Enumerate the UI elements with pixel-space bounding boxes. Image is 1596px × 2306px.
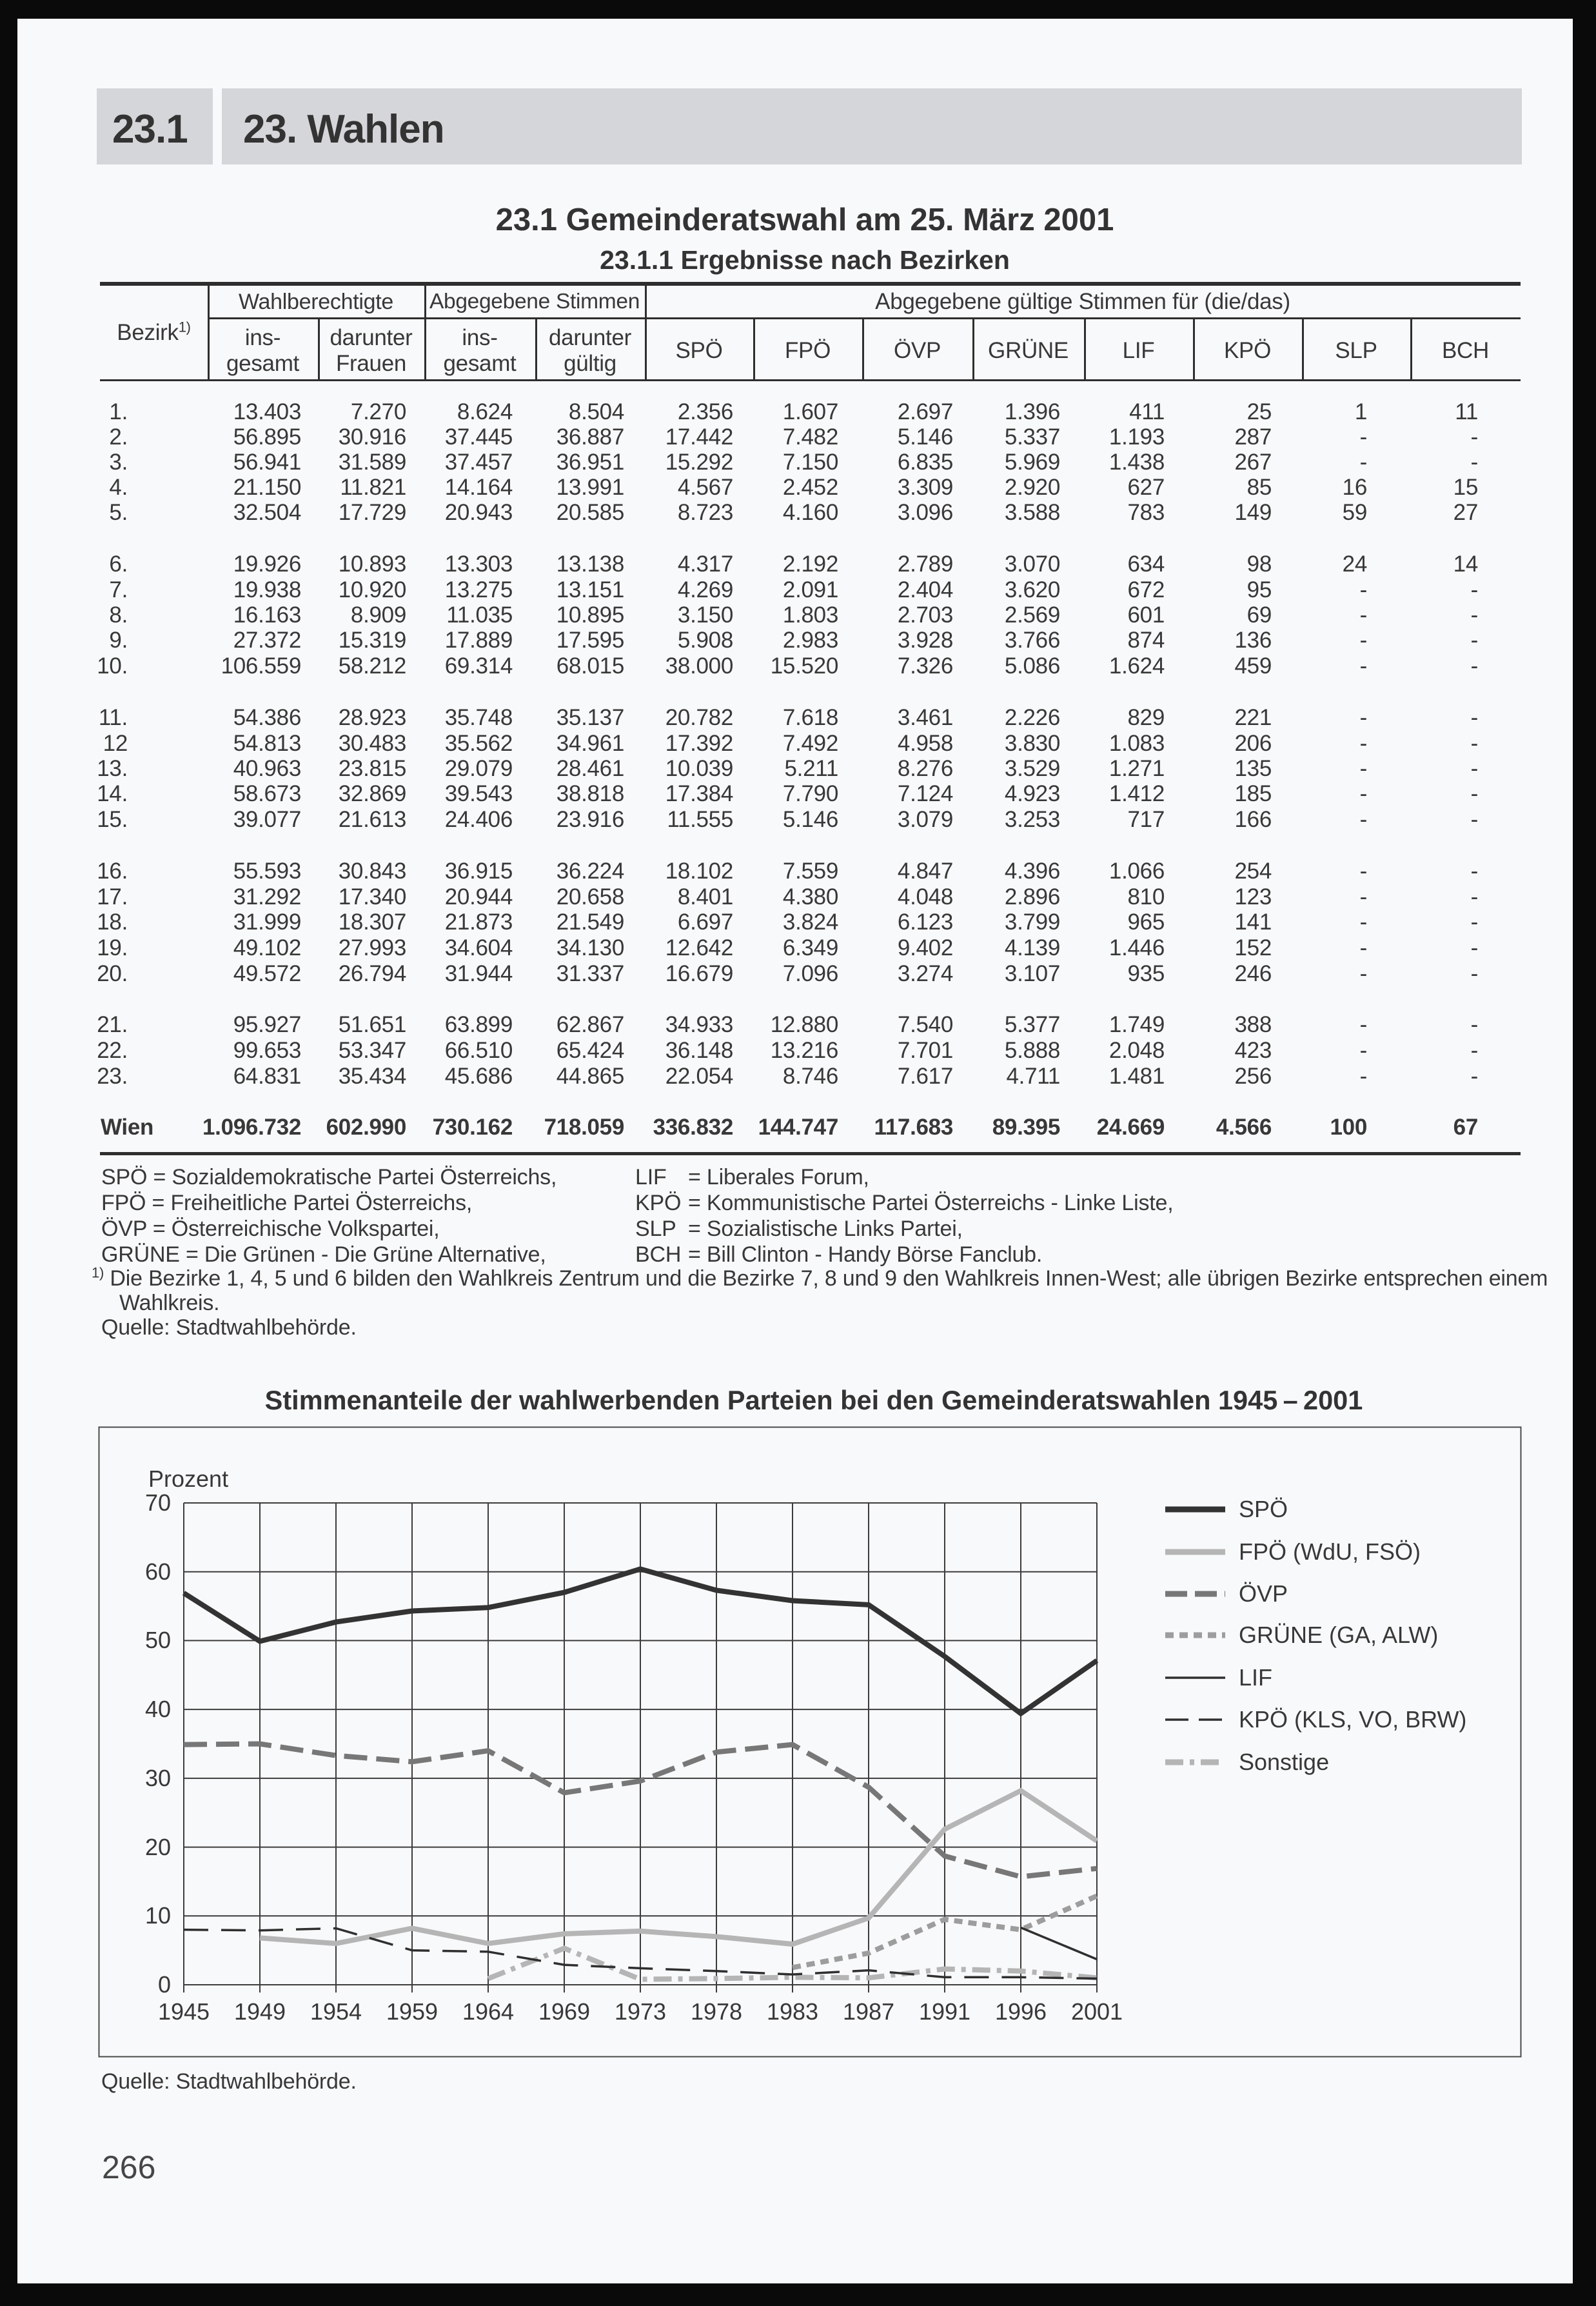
svg-text:2001: 2001 (1071, 1998, 1123, 2025)
svg-text:SPÖ: SPÖ (1239, 1496, 1288, 1522)
svg-text:LIF: LIF (1239, 1664, 1272, 1691)
svg-text:1949: 1949 (234, 1998, 286, 2025)
svg-text:1987: 1987 (843, 1998, 894, 2025)
svg-text:70: 70 (145, 1489, 171, 1516)
svg-text:1978: 1978 (691, 1998, 742, 2025)
svg-text:60: 60 (145, 1558, 171, 1585)
svg-text:20: 20 (145, 1834, 171, 1860)
svg-text:10: 10 (145, 1902, 171, 1929)
svg-text:1996: 1996 (995, 1998, 1047, 2025)
svg-text:1991: 1991 (919, 1998, 970, 2025)
svg-text:ÖVP: ÖVP (1239, 1580, 1288, 1607)
svg-text:1959: 1959 (386, 1998, 438, 2025)
svg-text:1945: 1945 (158, 1998, 210, 2025)
svg-text:1983: 1983 (767, 1998, 818, 2025)
svg-text:1973: 1973 (615, 1998, 666, 2025)
svg-text:1954: 1954 (310, 1998, 362, 2025)
svg-text:1969: 1969 (538, 1998, 590, 2025)
svg-text:40: 40 (145, 1696, 171, 1722)
svg-text:Sonstige: Sonstige (1239, 1749, 1329, 1775)
svg-text:Prozent: Prozent (148, 1466, 228, 1492)
svg-text:0: 0 (158, 1971, 171, 1998)
svg-text:30: 30 (145, 1765, 171, 1791)
svg-text:KPÖ (KLS, VO, BRW): KPÖ (KLS, VO, BRW) (1239, 1706, 1466, 1733)
svg-text:FPÖ (WdU, FSÖ): FPÖ (WdU, FSÖ) (1239, 1538, 1421, 1565)
svg-text:1964: 1964 (462, 1998, 514, 2025)
svg-text:50: 50 (145, 1627, 171, 1653)
svg-text:GRÜNE (GA, ALW): GRÜNE (GA, ALW) (1239, 1622, 1438, 1648)
